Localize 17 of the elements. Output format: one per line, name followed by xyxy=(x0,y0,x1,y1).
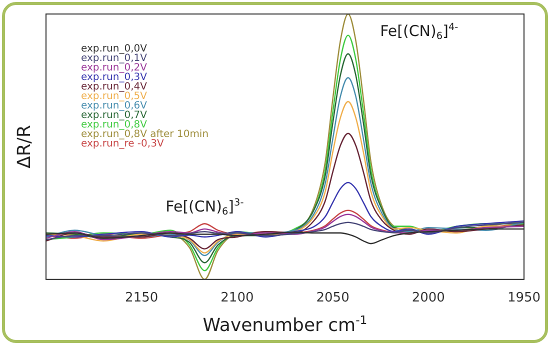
x-tick-label: 2100 xyxy=(220,290,254,306)
x-tick-label: 2050 xyxy=(316,290,350,306)
text: exp.run_0,8V xyxy=(81,120,148,131)
text: exp.run_0,5V xyxy=(81,91,148,102)
x-tick-label: 2000 xyxy=(412,290,445,306)
x-tick-label: 2150 xyxy=(125,290,158,306)
text: exp.run_0,4V xyxy=(81,82,148,93)
text: exp.run_re -0,3V xyxy=(81,138,164,150)
text: exp.run_0,0V xyxy=(81,44,148,55)
x-tick-label: 1950 xyxy=(507,290,541,306)
text: exp.run_0,2V xyxy=(81,62,148,74)
y-axis-title: ΔR/R xyxy=(14,124,35,168)
text: exp.run_0,3V xyxy=(81,72,148,84)
text: exp.run_0,7V xyxy=(81,110,148,122)
text: exp.run_0,1V xyxy=(81,53,148,64)
text: exp.run_0,8V after 10min xyxy=(81,129,209,140)
text: exp.run_0,6V xyxy=(81,100,148,112)
